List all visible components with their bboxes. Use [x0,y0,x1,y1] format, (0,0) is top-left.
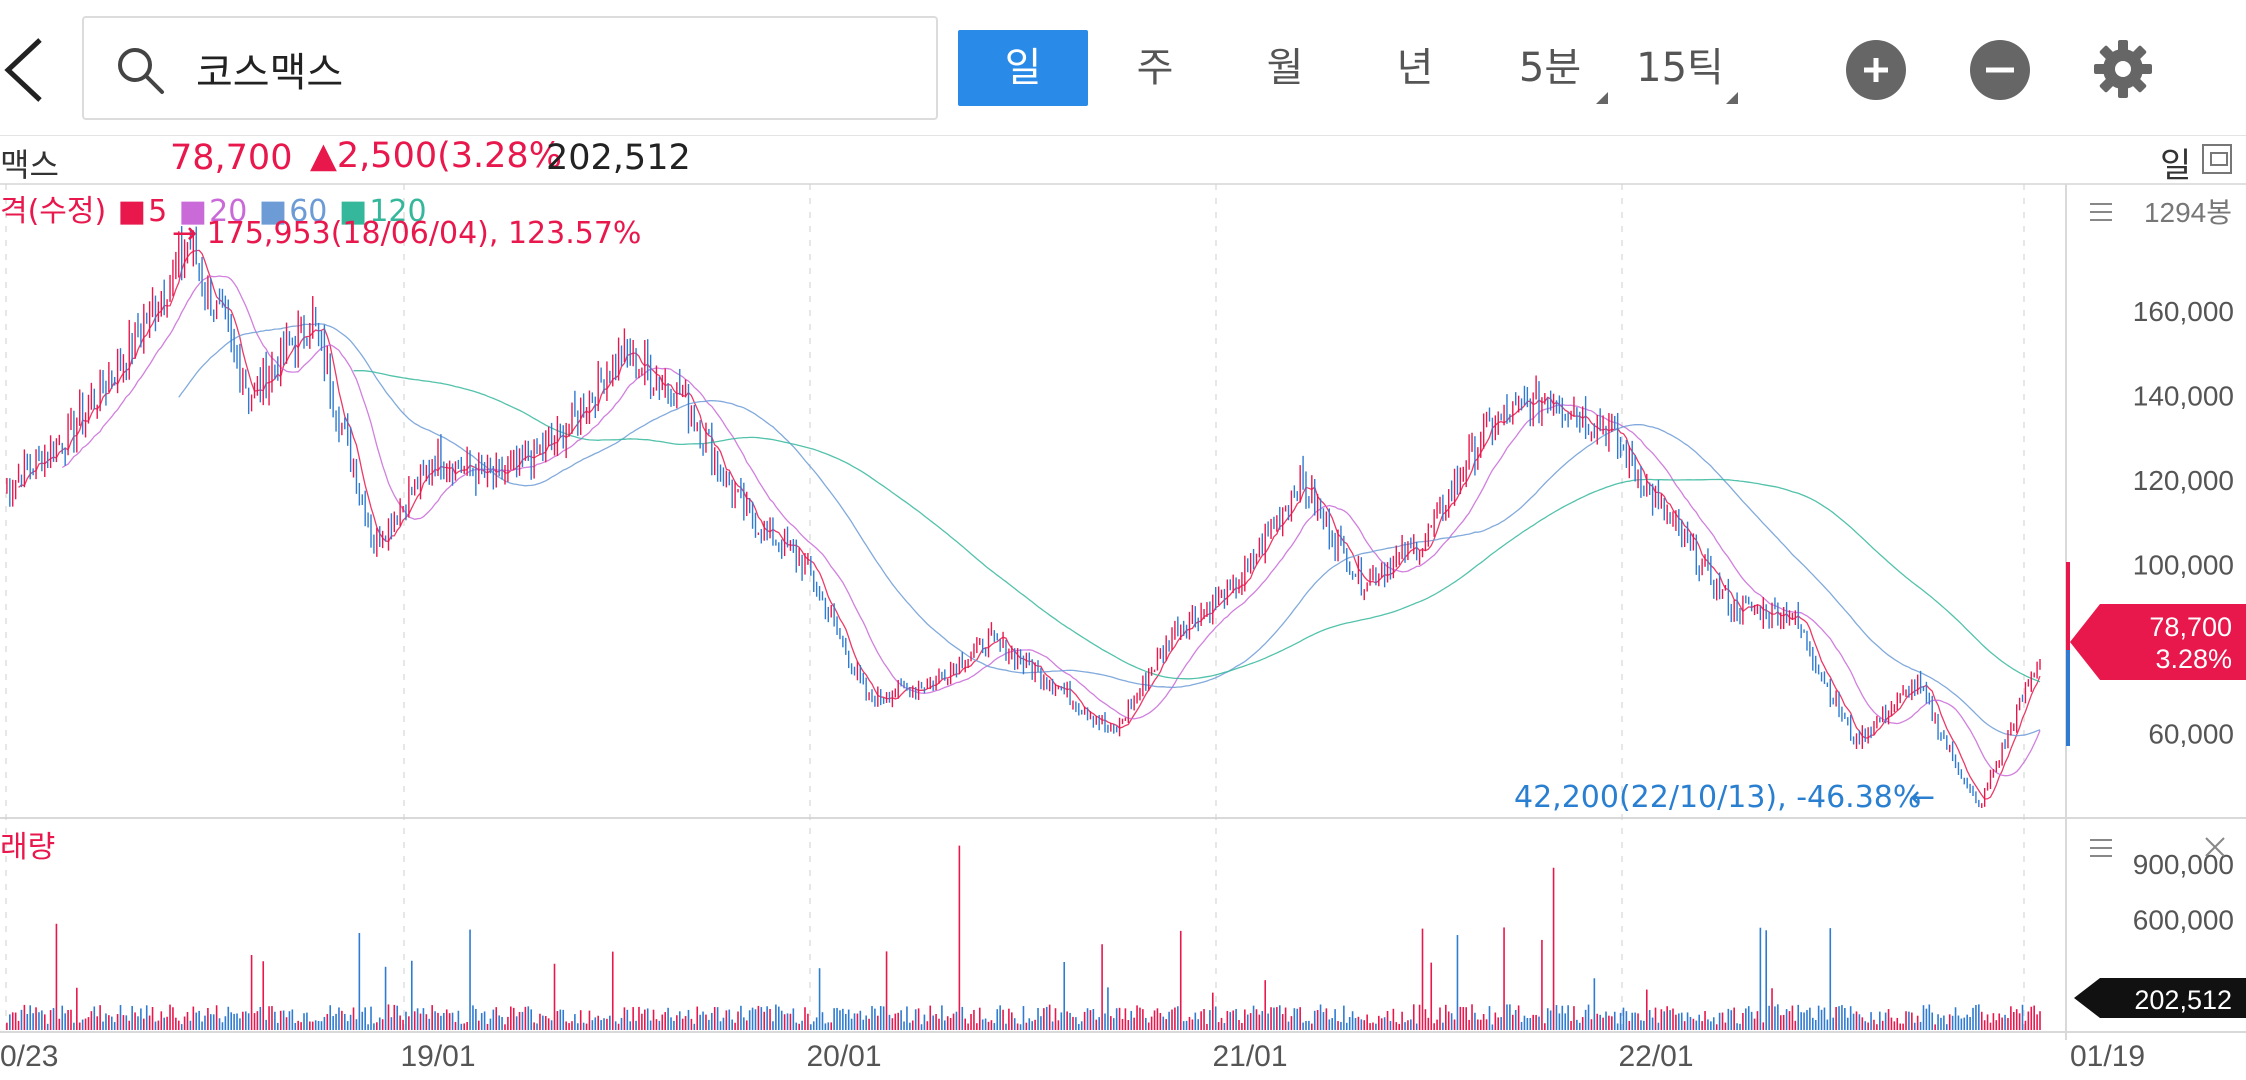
date-tick-label: 20/01 [806,1040,881,1073]
expand-toggle-button[interactable] [2202,144,2232,174]
date-tick-label: 21/01 [1212,1040,1287,1073]
grid-lines [5,184,2025,1030]
price-tick-label: 140,000 [2133,380,2234,411]
ma120-line [353,369,2041,683]
chart-unit-label: 일 [2160,146,2192,186]
tab-weekly[interactable]: 주 [1136,45,1174,91]
date-tick-label: 19/01 [400,1040,475,1073]
back-button[interactable] [0,30,60,110]
ma60-label: 60 [289,194,328,229]
stock-name: 맥스 [0,146,59,184]
date-tick-label: 22/01 [1618,1040,1693,1073]
trading-volume: 202,512 [546,138,691,178]
date-tick-label: 0/23 [0,1040,58,1073]
top-bar: 코스맥스 일 주 월 년 5분 15틱 [0,0,2246,136]
settings-button[interactable] [2090,36,2156,102]
date-axis: 0/23 19/01 20/01 21/01 22/01 01/19 [0,1040,2145,1073]
volume-tick-label: 600,000 [2133,904,2234,935]
price-tick-label: 120,000 [2133,465,2234,496]
price-change: ▲2,500(3.28% [310,136,562,176]
high-price-marker: → 175,953(18/06/04), 123.57% [172,216,642,251]
tab-yearly[interactable]: 년 [1396,45,1434,91]
ma20-label: 20 [209,194,248,229]
ma60-line [178,323,2041,737]
ma60-swatch: ■ [258,194,288,229]
current-price: 78,700 [170,138,293,178]
volume-panel-label: 래량 [0,830,56,865]
ma-legend: 격(수정) ■5 ■20 ■60 ■120 [0,186,429,230]
zoom-in-button[interactable] [1846,40,1906,100]
plus-icon [1864,58,1888,82]
price-tick-label: 60,000 [2148,718,2234,749]
current-volume-flag [2074,978,2246,1018]
volume-axis: 900,000 600,000 [2133,849,2234,935]
volume-bars [6,845,2041,1030]
ma20-swatch: ■ [178,194,208,229]
volume-tick-label: 900,000 [2133,849,2234,880]
low-price-marker: 42,200(22/10/13), -46.38% [1514,780,1922,815]
ma120-label: 120 [369,194,427,229]
chevron-left-icon [4,38,42,102]
ma5-swatch: ■ [117,194,147,229]
current-price-flag [2070,604,2246,680]
tab-15tick[interactable]: 15틱 [1630,30,1738,106]
date-tick-label: 01/19 [2070,1040,2145,1073]
price-tick-label: 160,000 [2133,296,2234,327]
ma5-label: 5 [148,194,168,229]
tab-5min-label: 5분 [1518,45,1582,91]
search-icon [118,48,164,94]
low-price-arrow: ← [1910,780,1936,815]
current-change-flag-value: 3.28% [2155,644,2232,674]
tab-5min[interactable]: 5분 [1500,30,1608,106]
zoom-out-button[interactable] [1970,40,2030,100]
moving-average-lines [18,249,2041,800]
tab-daily[interactable]: 일 [958,30,1088,106]
price-range-bar-down [2066,650,2070,746]
ma120-swatch: ■ [338,194,368,229]
price-tick-label: 100,000 [2133,549,2234,580]
ma20-line [61,275,2041,777]
dropdown-corner-icon [1596,92,1608,104]
close-volume-panel-icon[interactable] [2205,837,2225,857]
minus-icon [1986,67,2014,73]
dropdown-corner-icon [1726,92,1738,104]
price-candles [6,226,2041,809]
search-input[interactable]: 코스맥스 [196,50,344,96]
tab-15tick-label: 15틱 [1636,45,1724,91]
volume-panel-menu-icon[interactable] [2090,839,2112,857]
gear-icon [2094,40,2152,98]
price-axis: 160,000 140,000 120,000 100,000 60,000 [2133,296,2234,750]
price-panel-menu-icon[interactable] [2090,203,2112,221]
tab-monthly[interactable]: 월 [1266,45,1304,91]
current-price-flag-value: 78,700 [2149,612,2232,642]
current-volume-flag-value: 202,512 [2134,985,2232,1015]
price-legend-label: 격(수정) [0,194,107,229]
candle-count: 1294봉 [2144,197,2232,228]
search-box[interactable]: 코스맥스 [82,16,938,120]
